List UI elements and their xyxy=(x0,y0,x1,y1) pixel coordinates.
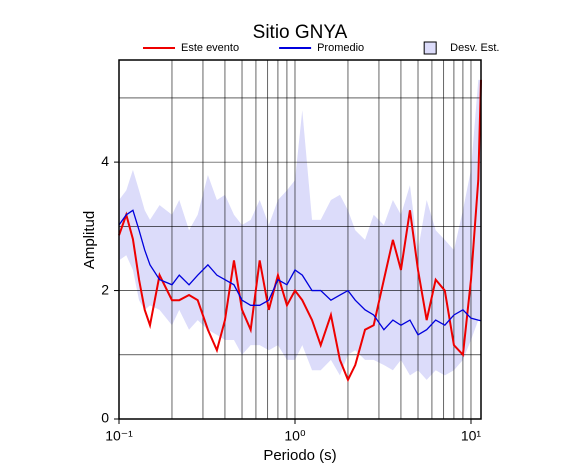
legend-label: Desv. Est. xyxy=(450,42,499,54)
legend-swatch xyxy=(423,41,437,55)
x-tick-label: 10⁰ xyxy=(284,428,306,444)
plot-frame xyxy=(118,59,482,420)
x-tick-label: 10¹ xyxy=(461,428,482,444)
series-line xyxy=(118,79,482,383)
std-band xyxy=(119,79,481,380)
chart-title: Sitio GNYA xyxy=(253,22,348,43)
y-tick-label: 2 xyxy=(101,281,109,297)
x-axis-label: Periodo (s) xyxy=(263,447,336,464)
series-line xyxy=(118,209,482,336)
legend-label: Promedio xyxy=(317,42,364,54)
legend-label: Este evento xyxy=(181,42,239,54)
y-axis-label: Amplitud xyxy=(81,211,98,269)
y-tick-label: 0 xyxy=(101,410,109,426)
y-tick-label: 4 xyxy=(101,153,109,169)
x-tick-label: 10⁻¹ xyxy=(105,428,133,444)
